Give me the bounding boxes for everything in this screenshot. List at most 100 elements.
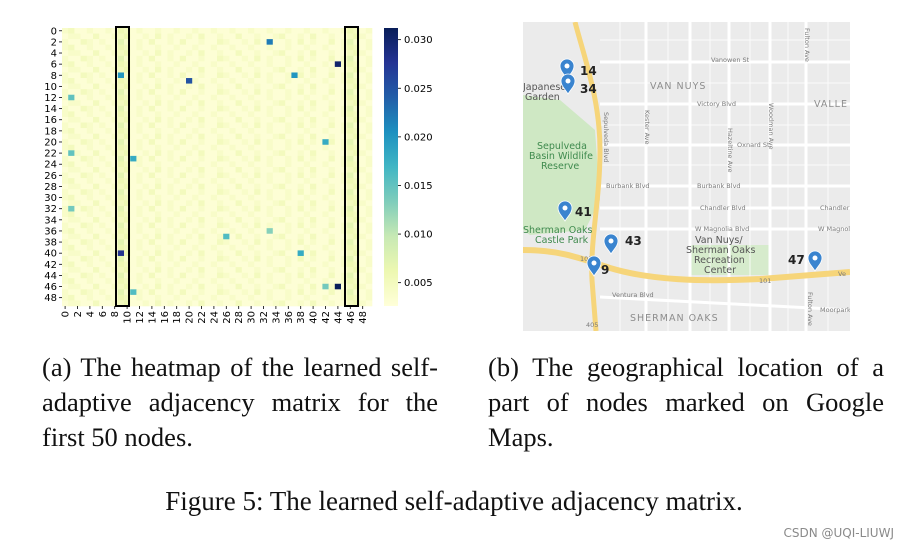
heatmap-cell xyxy=(167,161,174,168)
heatmap-cell xyxy=(192,267,199,273)
heatmap-cell xyxy=(148,255,156,262)
heatmap-cell xyxy=(303,133,311,140)
heatmap-cell xyxy=(248,233,255,240)
heatmap-cell xyxy=(217,100,224,107)
heatmap-cell xyxy=(86,222,94,229)
heatmap-cell xyxy=(210,66,218,73)
heatmap-cell xyxy=(179,255,187,262)
heatmap-cell xyxy=(254,111,261,118)
heatmap-cell xyxy=(266,217,274,223)
heatmap-cell xyxy=(347,250,354,257)
heatmap-cell xyxy=(167,217,174,223)
heatmap-cell xyxy=(136,100,143,107)
heatmap-cell xyxy=(130,294,137,301)
heatmap-cell xyxy=(148,89,156,96)
map-label: Moorpark xyxy=(820,306,851,314)
heatmap-cell xyxy=(173,283,181,290)
heatmap-cell xyxy=(359,228,367,235)
heatmap-cell xyxy=(223,300,230,307)
heatmap-cell xyxy=(365,261,373,268)
heatmap-cell xyxy=(210,283,218,290)
heatmap-cell xyxy=(297,261,305,268)
heatmap-cell xyxy=(93,128,100,134)
heatmap-cell xyxy=(186,228,193,235)
heatmap-cell xyxy=(334,144,342,151)
heatmap-cell xyxy=(279,267,286,273)
heatmap-cell xyxy=(86,128,94,134)
heatmap-cell xyxy=(334,217,342,223)
heatmap-cell xyxy=(148,205,156,212)
heatmap-cell xyxy=(80,139,88,146)
heatmap-cell xyxy=(74,244,81,251)
heatmap-cell xyxy=(303,105,311,112)
heatmap-cell xyxy=(161,233,168,240)
heatmap-cell xyxy=(167,189,174,196)
heatmap-cell xyxy=(210,261,218,268)
heatmap-cell xyxy=(204,283,212,290)
heatmap-cell xyxy=(86,83,94,90)
heatmap-cell xyxy=(235,283,243,290)
heatmap-cell xyxy=(223,94,230,101)
heatmap-cell xyxy=(248,267,255,273)
heatmap-cell xyxy=(99,189,106,196)
heatmap-cell xyxy=(142,78,150,84)
heatmap-cell xyxy=(148,189,156,196)
heatmap-cell xyxy=(198,239,205,246)
heatmap-cell xyxy=(303,222,311,229)
heatmap-cell xyxy=(192,161,199,168)
map-pin-dot xyxy=(591,260,597,266)
heatmap-cell xyxy=(254,228,261,235)
heatmap-cell xyxy=(179,183,187,190)
heatmap-cell xyxy=(365,150,373,157)
heatmap-cell xyxy=(272,39,280,45)
heatmap-cell xyxy=(322,116,329,123)
heatmap-cell xyxy=(310,83,317,90)
heatmap-cell xyxy=(291,172,298,179)
heatmap-cell xyxy=(365,217,373,223)
heatmap-cell xyxy=(316,61,323,68)
heatmap-cell xyxy=(260,72,267,79)
heatmap-cell xyxy=(93,178,100,184)
heatmap-cell xyxy=(359,294,367,301)
heatmap-cell xyxy=(316,66,323,73)
heatmap-cell xyxy=(68,116,75,123)
heatmap-cell xyxy=(142,28,150,34)
heatmap-cell xyxy=(359,105,367,112)
heatmap-cell xyxy=(279,83,286,90)
heatmap-cell xyxy=(68,128,75,134)
x-tick-label: 40 xyxy=(309,311,320,324)
map-label: Chandler Blvd xyxy=(700,204,746,212)
heatmap-cell xyxy=(260,294,267,301)
heatmap-cell xyxy=(365,133,373,140)
heatmap-cell xyxy=(365,61,373,68)
heatmap-cell xyxy=(291,217,298,223)
heatmap-cell xyxy=(80,255,88,262)
heatmap-cell xyxy=(192,28,199,34)
heatmap-cell xyxy=(117,66,125,73)
heatmap-cell xyxy=(272,205,280,212)
heatmap-cell xyxy=(105,250,112,257)
map-label: W Magnolia Blvd xyxy=(695,225,749,233)
heatmap-cell xyxy=(155,133,162,140)
heatmap-cell xyxy=(99,261,106,268)
heatmap-cell xyxy=(68,239,75,246)
heatmap-cell xyxy=(186,283,193,290)
heatmap-cell xyxy=(192,205,199,212)
heatmap-cell xyxy=(322,33,329,40)
heatmap-cell xyxy=(347,105,354,112)
heatmap-cell xyxy=(248,272,255,279)
heatmap-cell xyxy=(285,39,292,45)
heatmap-cell xyxy=(334,194,342,201)
heatmap-cell xyxy=(155,272,162,279)
heatmap-cell xyxy=(117,33,125,40)
heatmap-cell xyxy=(279,66,286,73)
heatmap-cell xyxy=(210,294,218,301)
heatmap-cell xyxy=(217,133,224,140)
heatmap-cell xyxy=(117,144,125,151)
heatmap-cell xyxy=(285,244,292,251)
heatmap-cell xyxy=(204,83,212,90)
heatmap-cell xyxy=(365,239,373,246)
heatmap-cell xyxy=(148,139,156,146)
heatmap-cell xyxy=(148,261,156,268)
heatmap-cell xyxy=(316,278,323,285)
